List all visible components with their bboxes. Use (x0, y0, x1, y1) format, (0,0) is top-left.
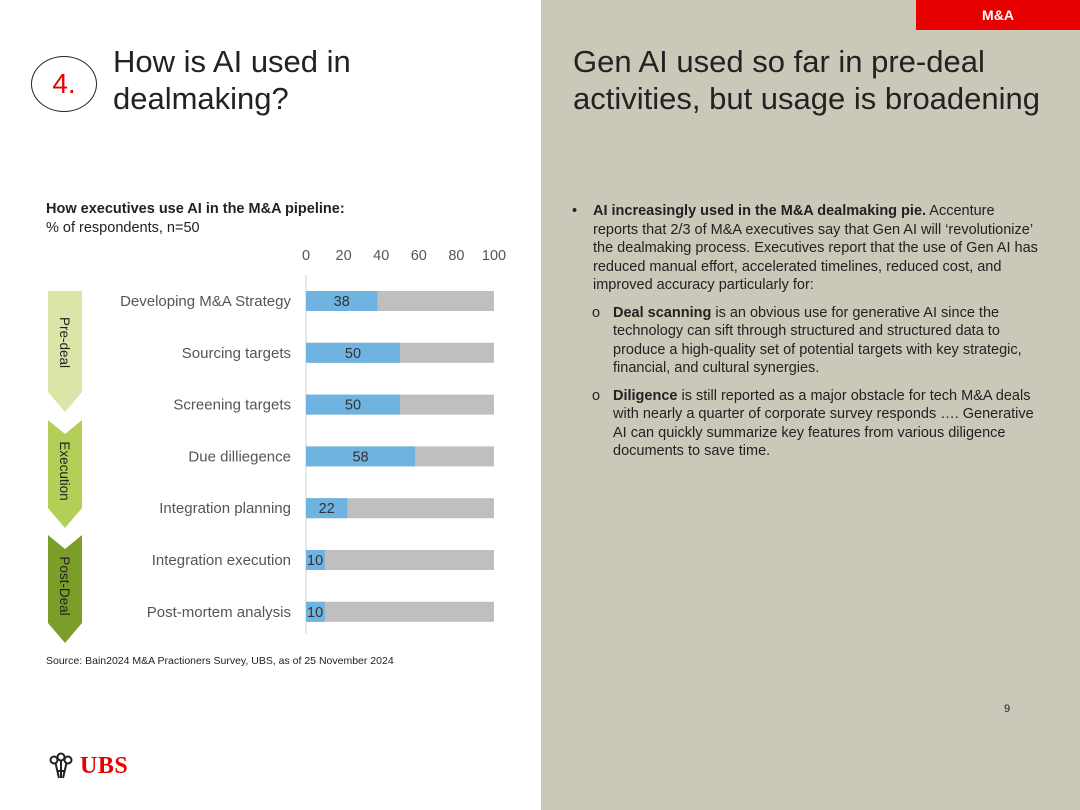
data-label: 50 (345, 398, 361, 414)
bar-remainder (306, 601, 494, 622)
category-label: Developing M&A Strategy (120, 293, 291, 310)
data-label: 58 (352, 449, 368, 465)
left-title: How is AI used in dealmaking? (113, 44, 351, 116)
bar (306, 446, 416, 467)
source-note: Source: Bain2024 M&A Practioners Survey,… (46, 655, 394, 667)
bullet-list: • AI increasingly used in the M&A dealma… (572, 202, 1042, 470)
sub-bullet-deal-scanning: o Deal scanning is an obvious use for ge… (572, 304, 1042, 378)
phase-chevron (48, 291, 82, 412)
keys-icon (49, 752, 73, 779)
bar (306, 601, 325, 622)
bullet-main: • AI increasingly used in the M&A dealma… (572, 202, 1042, 295)
chart-subtitle: % of respondents, n=50 (46, 220, 200, 236)
phase-chevron (48, 535, 82, 643)
data-label: 50 (345, 346, 361, 362)
section-number-text: 4. (52, 68, 76, 99)
ubs-logo: UBS (46, 752, 128, 780)
bar (306, 550, 325, 570)
sub-bullet-diligence: o Diligence is still reported as a major… (572, 387, 1042, 461)
phase-label: Post-Deal (57, 556, 72, 615)
category-label: Integration execution (152, 552, 291, 569)
bar (306, 498, 348, 519)
bullet-main-bold: AI increasingly used in the M&A dealmaki… (593, 203, 927, 219)
phase-chevron (48, 420, 82, 528)
data-label: 10 (307, 605, 323, 621)
bullet-marker: • (572, 203, 578, 219)
sub-bullet-text: is still reported as a major obstacle fo… (613, 387, 1034, 460)
x-tick-label: 40 (373, 248, 389, 264)
category-label: Integration planning (159, 500, 291, 517)
sub-bullet-marker: o (592, 304, 601, 321)
sub-bullet-list: o Deal scanning is an obvious use for ge… (572, 304, 1042, 461)
phase-label: Pre-deal (57, 317, 72, 368)
data-label: 22 (319, 501, 335, 517)
category-label: Post-mortem analysis (147, 604, 291, 621)
right-panel (541, 0, 1080, 810)
x-tick-label: 0 (302, 248, 310, 264)
x-tick-label: 100 (482, 248, 506, 264)
x-tick-label: 80 (448, 248, 464, 264)
bar (306, 291, 378, 311)
category-label: Due dilliegence (188, 448, 291, 465)
sub-bullet-bold: Deal scanning (613, 304, 712, 321)
bar (306, 394, 400, 415)
sub-bullet-text: is an obvious use for generative AI sinc… (613, 304, 1022, 377)
bar-remainder (306, 498, 494, 519)
right-title: Gen AI used so far in pre-deal activitie… (573, 44, 1041, 116)
bar-remainder (306, 550, 494, 570)
sub-bullet-bold: Diligence (613, 387, 678, 404)
bullet-main-text: Accenture reports that 2/3 of M&A execut… (593, 203, 1038, 293)
section-tag: M&A (916, 0, 1080, 30)
page-number: 9 (1004, 703, 1011, 715)
category-label: Screening targets (173, 397, 291, 414)
chart-title: How executives use AI in the M&A pipelin… (46, 201, 345, 217)
logo-text: UBS (80, 752, 129, 779)
bar (306, 342, 400, 363)
sub-bullet-marker: o (592, 387, 601, 404)
data-label: 10 (307, 553, 323, 569)
phase-label: Execution (57, 441, 72, 500)
x-tick-label: 60 (411, 248, 427, 264)
section-number: 4. (31, 56, 97, 112)
x-tick-label: 20 (336, 248, 352, 264)
data-label: 38 (334, 294, 350, 310)
category-label: Sourcing targets (182, 345, 291, 362)
